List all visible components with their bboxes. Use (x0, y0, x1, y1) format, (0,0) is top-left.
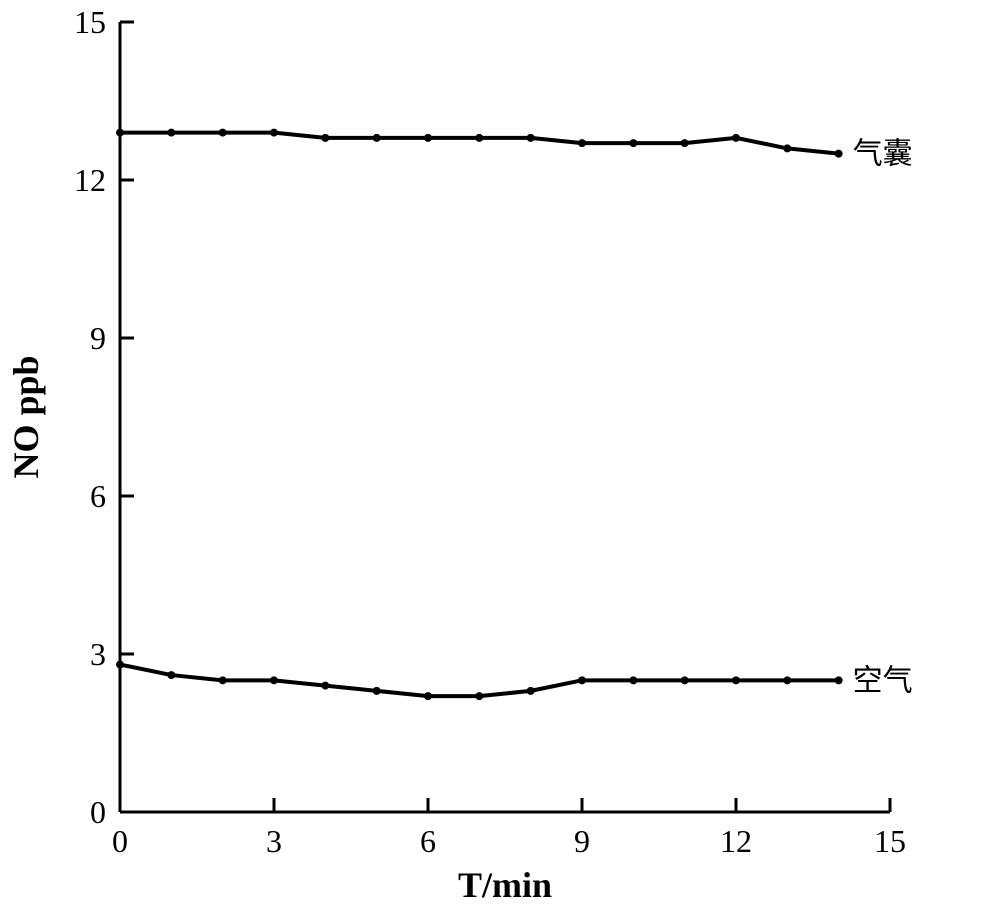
x-tick-label: 9 (574, 823, 590, 859)
series-marker-airbag (167, 129, 175, 137)
y-tick-label: 0 (90, 794, 106, 830)
series-marker-air (424, 692, 432, 700)
series-marker-air (527, 687, 535, 695)
series-marker-airbag (475, 134, 483, 142)
series-marker-airbag (116, 129, 124, 137)
y-axis-title: NO ppb (6, 355, 46, 478)
series-marker-air (629, 676, 637, 684)
x-tick-label: 0 (112, 823, 128, 859)
series-marker-airbag (578, 139, 586, 147)
x-axis-title: T/min (458, 865, 552, 905)
series-marker-airbag (835, 150, 843, 158)
series-marker-airbag (321, 134, 329, 142)
x-tick-label: 6 (420, 823, 436, 859)
x-tick-label: 12 (720, 823, 752, 859)
line-chart: 0 3 6 9 12 15 0 3 6 9 12 15 T/min NO ppb 气囊空气 (0, 0, 1000, 908)
series-marker-air (835, 676, 843, 684)
y-tick-label: 12 (74, 162, 106, 198)
series-marker-airbag (373, 134, 381, 142)
series-marker-air (732, 676, 740, 684)
series-marker-airbag (270, 129, 278, 137)
series-marker-air (321, 682, 329, 690)
series-marker-air (167, 671, 175, 679)
y-tick-label: 6 (90, 478, 106, 514)
y-tick-label: 3 (90, 636, 106, 672)
series-marker-air (373, 687, 381, 695)
chart-container: 0 3 6 9 12 15 0 3 6 9 12 15 T/min NO ppb 气囊空气 (0, 0, 1000, 908)
series-marker-air (783, 676, 791, 684)
series-label-air: 空气 (853, 664, 913, 697)
series-label-airbag: 气囊 (853, 138, 913, 171)
series-marker-air (681, 676, 689, 684)
x-tick-label: 15 (874, 823, 906, 859)
series-marker-airbag (219, 129, 227, 137)
series-marker-air (116, 661, 124, 669)
series-marker-airbag (732, 134, 740, 142)
y-tick-label: 15 (74, 4, 106, 40)
x-tick-label: 3 (266, 823, 282, 859)
series-marker-airbag (424, 134, 432, 142)
series-marker-air (578, 676, 586, 684)
series-marker-airbag (681, 139, 689, 147)
series-marker-air (475, 692, 483, 700)
series-marker-airbag (527, 134, 535, 142)
series-marker-air (219, 676, 227, 684)
y-tick-label: 9 (90, 320, 106, 356)
series-marker-air (270, 676, 278, 684)
series-marker-airbag (629, 139, 637, 147)
series-marker-airbag (783, 144, 791, 152)
